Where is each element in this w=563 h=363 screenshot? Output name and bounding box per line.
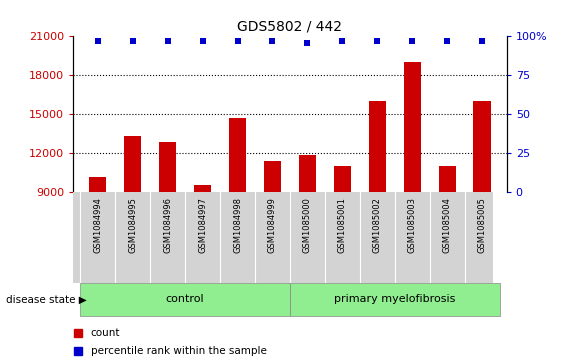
Text: GSM1085002: GSM1085002	[373, 197, 382, 253]
Bar	[369, 101, 386, 309]
Bar	[80, 283, 290, 316]
Bar	[89, 177, 106, 309]
Bar	[194, 185, 211, 309]
Text: GSM1085003: GSM1085003	[408, 197, 417, 253]
Text: GSM1084995: GSM1084995	[128, 197, 137, 253]
Bar	[263, 161, 281, 309]
Text: disease state ▶: disease state ▶	[6, 294, 86, 305]
Text: GSM1084994: GSM1084994	[93, 197, 102, 253]
Title: GDS5802 / 442: GDS5802 / 442	[238, 20, 342, 34]
Text: GSM1084996: GSM1084996	[163, 197, 172, 253]
Bar	[124, 136, 141, 309]
Text: GSM1084997: GSM1084997	[198, 197, 207, 253]
Text: control: control	[166, 294, 204, 305]
Text: GSM1085005: GSM1085005	[478, 197, 487, 253]
Bar	[290, 283, 500, 316]
Text: percentile rank within the sample: percentile rank within the sample	[91, 346, 266, 356]
Bar	[229, 118, 246, 309]
Bar	[404, 62, 421, 309]
Text: GSM1085001: GSM1085001	[338, 197, 347, 253]
Text: GSM1084999: GSM1084999	[268, 197, 277, 253]
Bar	[473, 101, 491, 309]
Text: GSM1084998: GSM1084998	[233, 197, 242, 253]
Text: GSM1085000: GSM1085000	[303, 197, 312, 253]
Text: count: count	[91, 329, 120, 338]
Bar	[299, 155, 316, 309]
Bar	[439, 166, 456, 309]
Text: primary myelofibrosis: primary myelofibrosis	[334, 294, 455, 305]
Text: GSM1085004: GSM1085004	[443, 197, 452, 253]
Bar	[159, 142, 176, 309]
Bar	[334, 166, 351, 309]
